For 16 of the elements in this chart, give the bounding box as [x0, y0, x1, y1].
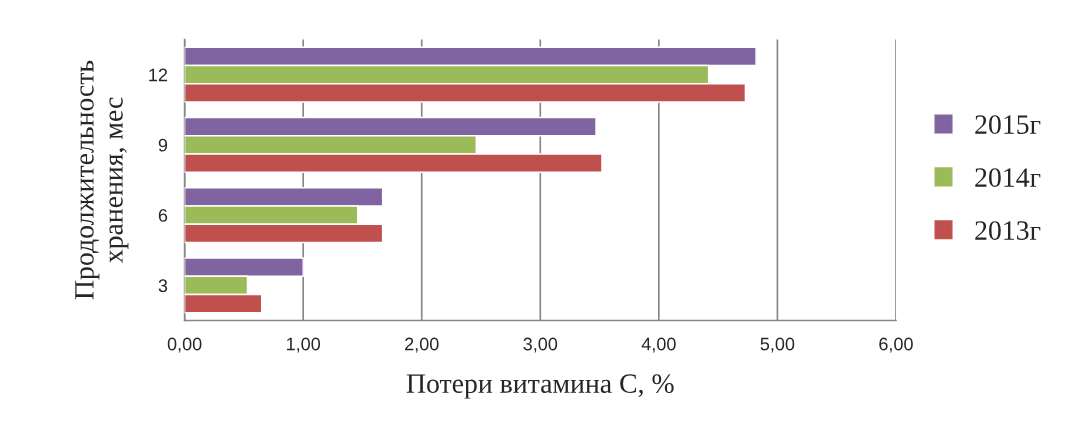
legend-label: 2014г: [975, 168, 1041, 187]
x-tick-label: 3,00: [523, 337, 558, 353]
y-tick-label: 9: [158, 138, 168, 152]
x-tick-label: 0,00: [167, 337, 202, 353]
y-axis-title: Продолжительность хранения, мес: [75, 60, 129, 300]
x-tick-label: 2,00: [405, 337, 439, 353]
y-tick-label: 3: [158, 279, 168, 293]
legend-label: 2013г: [975, 221, 1041, 240]
x-axis-title: Потери витамина С, %: [406, 374, 674, 399]
y-tick-label: 6: [158, 209, 168, 222]
x-tick-label: 6,00: [879, 337, 913, 353]
x-tick-label: 5,00: [760, 337, 795, 353]
x-tick-label: 1,00: [286, 337, 321, 353]
legend-label: 2015г: [975, 115, 1041, 134]
x-tick-label: 4,00: [641, 337, 676, 353]
y-tick-label: 12: [149, 68, 168, 82]
